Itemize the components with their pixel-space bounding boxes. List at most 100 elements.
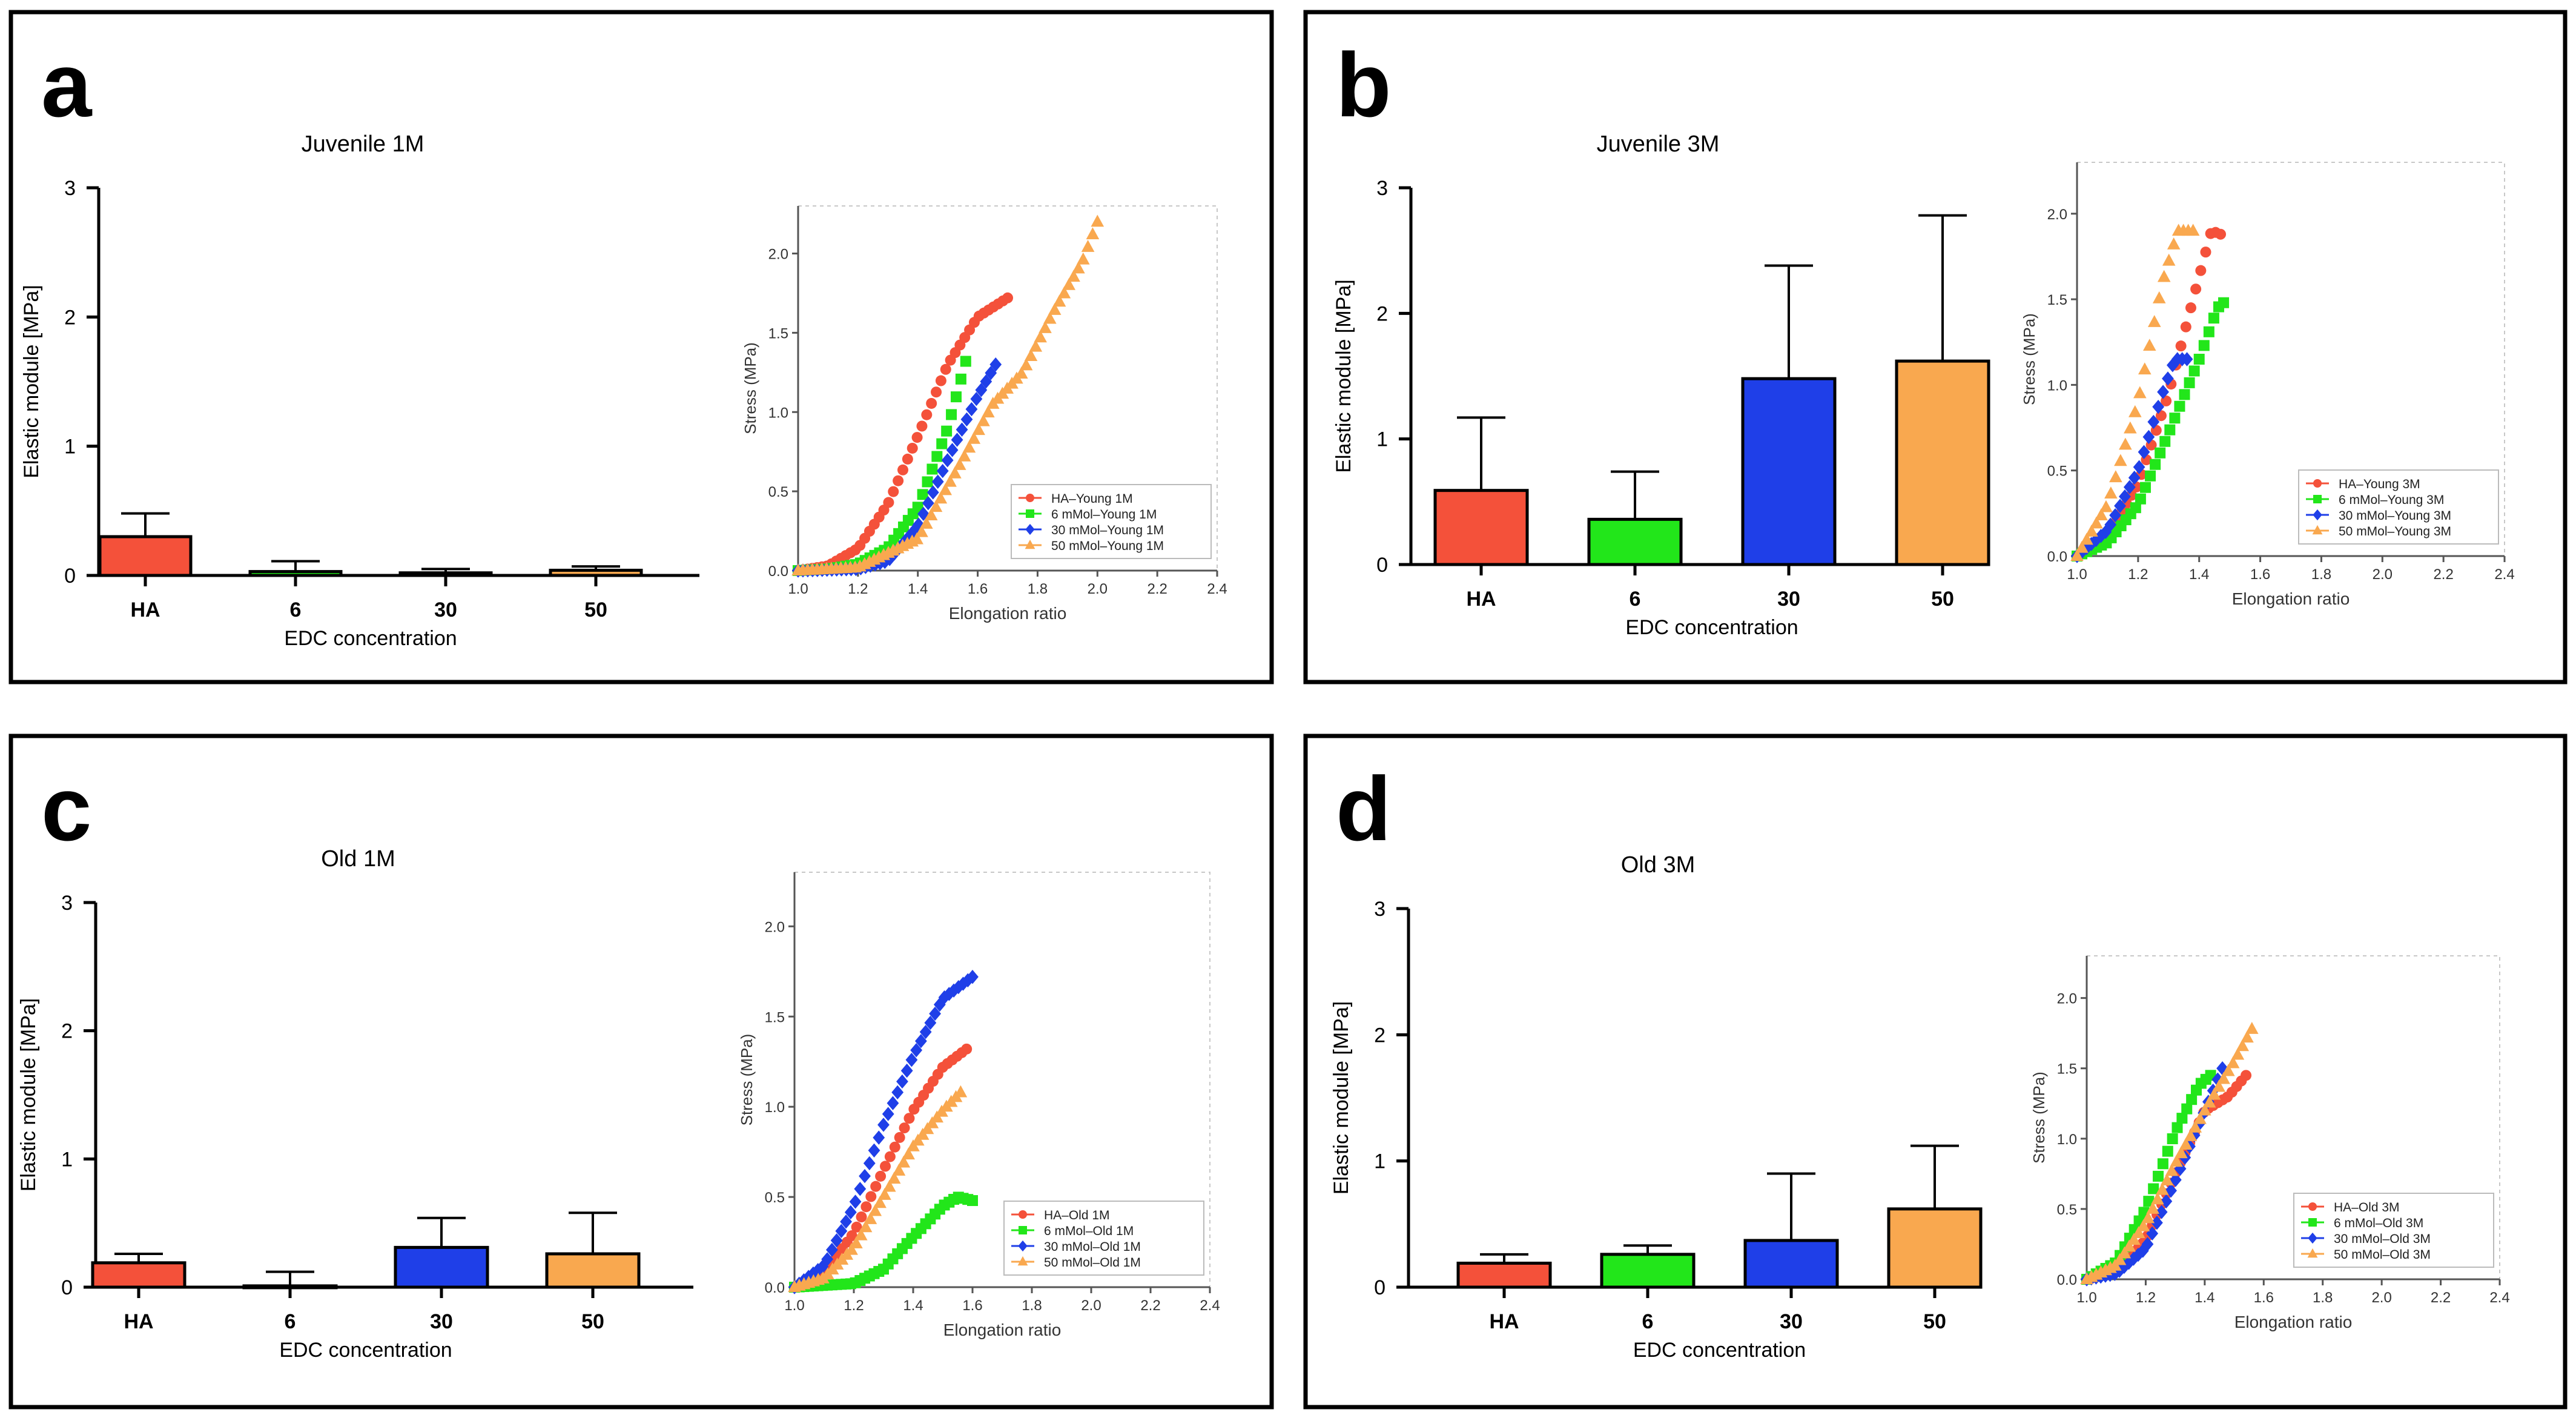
data-point [916,420,928,432]
data-point [2202,1095,2216,1108]
data-point [2175,1146,2188,1159]
legend: HA–Young 3M 6 mMol–Young 3M 30 mMol–Young … [2298,469,2499,545]
bar-30 [394,1245,489,1289]
data-point [873,1196,887,1208]
data-point [1002,292,1013,303]
data-point [887,1171,901,1184]
data-point [1052,294,1066,307]
data-point [2119,489,2131,504]
x-tick-label: 6 [285,1310,296,1333]
y-tick-label: 1.0 [2057,1131,2077,1148]
data-point [860,1201,872,1213]
data-point [989,357,1002,372]
data-point [970,391,983,406]
bar-HA [1456,1261,1552,1289]
data-point [2162,253,2176,266]
data-point [929,500,943,512]
data-point [889,1141,900,1153]
x-tick-label: 1.6 [962,1297,982,1314]
y-axis-label: Elastic module [MPa] [20,285,43,478]
data-point [2222,1064,2235,1076]
data-point [1072,261,1085,274]
y-tick-label: 0.0 [2047,549,2067,565]
x-tick-label: HA [130,598,160,621]
legend-box [2298,469,2499,545]
bar-chart-title: Old 3M [1621,852,1695,878]
data-point [877,1118,890,1132]
y-axis-label: Stress (MPa) [2020,313,2038,405]
legend-marker [2312,525,2323,535]
x-tick-label: 2.2 [1140,1297,1160,1314]
panel-d: d Old 3M 0 1 2 3 Elastic module [MPa] HA 6 30 50 ED… [1303,734,2568,1410]
x-tick-label: 30 [434,598,457,621]
legend-marker [2308,1232,2317,1244]
legend-marker [2308,1218,2317,1227]
data-point [2160,1173,2174,1186]
y-tick-label: 1.0 [2047,377,2067,394]
data-point [2170,1155,2183,1167]
data-point [910,1043,923,1058]
data-point [912,502,923,513]
data-point [844,1205,857,1220]
y-tick-label: 0 [61,1276,73,1299]
data-point [2075,540,2089,553]
x-tick-label: 1.0 [784,1297,804,1314]
x-tick-label: 2.0 [2371,1290,2391,1306]
data-point [870,1181,882,1192]
data-point [936,463,949,479]
data-point [2167,1133,2178,1145]
data-point [2179,389,2190,400]
x-tick-label: 50 [584,598,607,621]
legend-marker [1025,539,1035,549]
data-point [911,432,923,443]
data-point [2113,1264,2125,1278]
data-point [1019,358,1033,371]
data-point [1029,339,1043,352]
legend-label: 30 mMol–Young 3M [2339,509,2451,523]
data-point [2133,460,2145,474]
data-point [2159,436,2171,447]
y-axis-label: Stress (MPa) [738,1034,756,1126]
data-point [2109,470,2122,483]
data-point [899,1122,910,1134]
series-30 [788,970,979,1294]
bar-chart: Juvenile 3M 0 1 2 3 Elastic module [MPa] HA 6 30… [1332,131,1990,639]
legend-label: 50 mMol–Old 1M [1044,1256,1141,1270]
data-point [875,1170,887,1182]
data-point [2150,459,2161,470]
data-point [879,1161,891,1172]
data-point [2157,385,2169,399]
y-tick-label: 3 [61,892,73,915]
data-point [941,425,953,437]
data-point [954,1085,968,1098]
bar-50 [1887,1207,1983,1289]
legend-marker [2313,495,2322,503]
data-point [2122,1239,2136,1252]
x-tick-label: 30 [430,1310,453,1333]
data-point [926,397,937,409]
data-point [1091,214,1105,227]
data-point [2131,481,2142,492]
stress-strain-chart: 1.0 1.2 1.4 1.6 1.8 2.0 2.2 2.4 0.0 0.5 1.0 1.5 2.0 E… [2020,162,2515,608]
y-tick-label: 0.0 [2057,1272,2077,1288]
data-point [2166,358,2179,373]
y-tick-label: 0 [1374,1276,1385,1299]
x-tick-label: 2.4 [1207,581,1227,597]
data-point [2147,414,2160,429]
data-point [941,453,954,468]
y-tick-label: 1.5 [2047,292,2067,308]
legend-marker [1026,509,1034,518]
x-tick-label: 1.4 [2195,1290,2214,1306]
data-point [2136,1244,2149,1258]
y-tick-label: 2 [64,306,76,329]
data-point [2099,525,2112,539]
y-tick-label: 1 [1374,1150,1385,1173]
y-tick-label: 0.5 [2047,463,2067,480]
legend: HA–Old 3M 6 mMol–Old 3M 30 mMol–Old 3M 50 m… [2293,1193,2494,1268]
legend-marker [1025,523,1035,535]
data-point [924,508,938,520]
bar-30 [1743,1239,1839,1289]
data-point [896,1074,908,1089]
